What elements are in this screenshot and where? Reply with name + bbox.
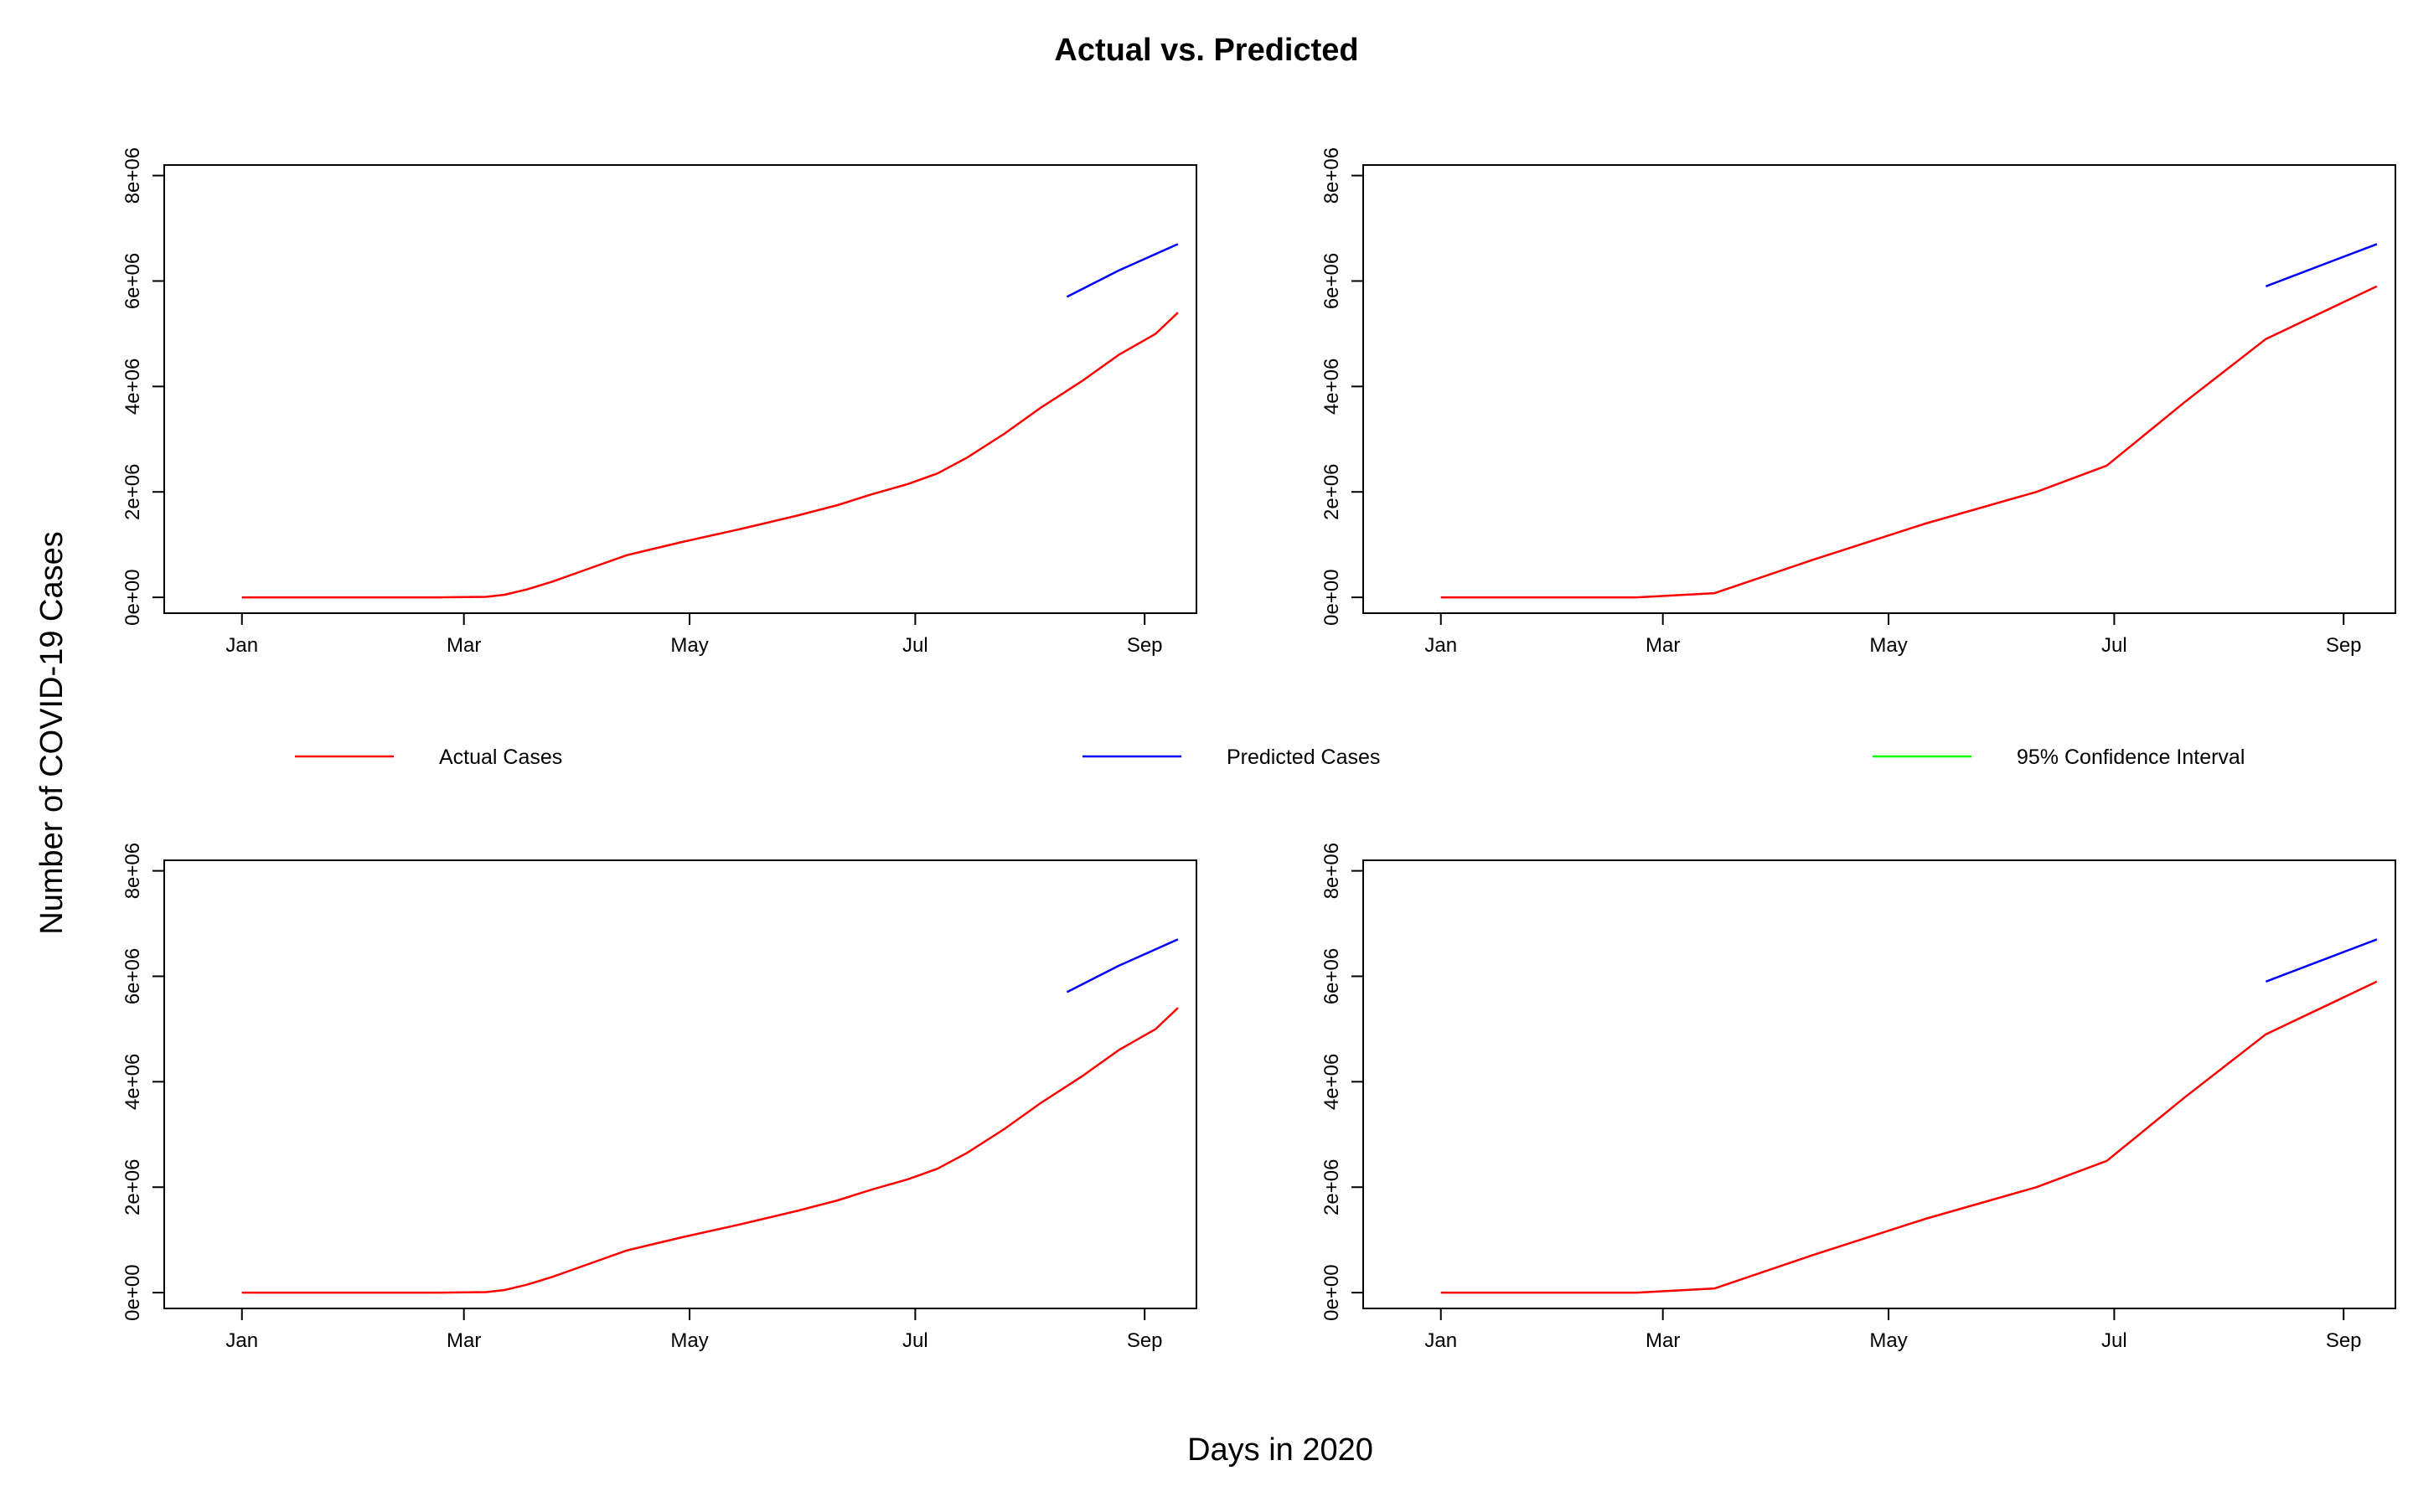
x-tick-label: Sep (1127, 1329, 1163, 1352)
y-tick-label: 6e+06 (1320, 253, 1343, 309)
y-tick-label: 2e+06 (1320, 1159, 1343, 1215)
y-tick-label: 6e+06 (121, 253, 144, 309)
y-tick-label: 4e+06 (121, 1054, 144, 1110)
series-line-predicted (1066, 938, 1179, 993)
y-tick-label: 4e+06 (1320, 1054, 1343, 1110)
legend: Actual Cases Predicted Cases 95% Confidenc… (295, 746, 2245, 769)
series-line-predicted (2265, 938, 2378, 983)
chart-panels: Jan Mar May Jul Sep 0e+00 2e+06 4e+06 6e+06 8e+06… (121, 147, 2396, 1352)
plot-frame (163, 859, 1197, 1309)
series-line-actual (241, 1007, 1179, 1294)
y-tick-label: 8e+06 (1320, 843, 1343, 899)
y-tick-label: 0e+00 (121, 569, 144, 625)
x-tick-label: Jan (1424, 1329, 1457, 1352)
plot-frame (1362, 164, 2396, 614)
legend-item: 95% Confidence Interval (1873, 746, 2245, 769)
legend-label: Actual Cases (439, 746, 562, 769)
legend-label: 95% Confidence Interval (2017, 746, 2245, 769)
y-tick-label: 6e+06 (121, 948, 144, 1004)
x-tick-label: May (670, 634, 708, 657)
x-axis-label: Days in 2020 (1187, 1432, 1373, 1468)
x-tick-label: Sep (2326, 634, 2362, 657)
y-tick-label: 0e+00 (121, 1264, 144, 1320)
x-tick-label: May (670, 1329, 708, 1352)
y-axis-label: Number of COVID-19 Cases (34, 531, 70, 935)
chart-panel-4: Jan Mar May Jul Sep 0e+00 2e+06 4e+06 6e+06 8e+06 (1320, 843, 2396, 1352)
y-tick-label: 6e+06 (1320, 948, 1343, 1004)
x-tick-label: Jan (225, 634, 258, 657)
y-tick-label: 8e+06 (121, 843, 144, 899)
x-tick-label: Jan (225, 1329, 258, 1352)
y-tick-label: 0e+00 (1320, 569, 1343, 625)
series-line-actual (241, 312, 1179, 599)
series-line-predicted (2265, 243, 2378, 287)
series-line-predicted (1066, 243, 1179, 298)
chart-panel-2: Jan Mar May Jul Sep 0e+00 2e+06 4e+06 6e+06 8e+06 (1320, 147, 2396, 657)
plot-frame (163, 164, 1197, 614)
plot-frame (1362, 859, 2396, 1309)
x-tick-label: Sep (2326, 1329, 2362, 1352)
legend-label: Predicted Cases (1227, 746, 1380, 769)
x-tick-label: May (1869, 1329, 1907, 1352)
legend-item: Predicted Cases (1082, 746, 1380, 769)
chart-panel-1: Jan Mar May Jul Sep 0e+00 2e+06 4e+06 6e+06 8e+06 (121, 147, 1197, 657)
x-tick-label: Jul (902, 634, 928, 657)
y-tick-label: 4e+06 (1320, 359, 1343, 415)
figure-title: Actual vs. Predicted (1054, 33, 1358, 68)
x-tick-label: Mar (447, 1329, 481, 1352)
x-tick-label: Mar (447, 634, 481, 657)
y-tick-label: 2e+06 (121, 1159, 144, 1215)
x-tick-label: Jul (2101, 1329, 2127, 1352)
legend-item: Actual Cases (295, 746, 562, 769)
x-tick-label: Jan (1424, 634, 1457, 657)
x-tick-label: Sep (1127, 634, 1163, 657)
series-line-actual (1440, 980, 2378, 1294)
x-tick-label: Jul (902, 1329, 928, 1352)
y-tick-label: 8e+06 (1320, 147, 1343, 204)
x-tick-label: Mar (1646, 1329, 1680, 1352)
x-tick-label: Mar (1646, 634, 1680, 657)
x-tick-label: Jul (2101, 634, 2127, 657)
y-tick-label: 4e+06 (121, 359, 144, 415)
y-tick-label: 0e+00 (1320, 1264, 1343, 1320)
y-tick-label: 2e+06 (121, 464, 144, 520)
y-tick-label: 2e+06 (1320, 464, 1343, 520)
y-tick-label: 8e+06 (121, 147, 144, 204)
series-line-actual (1440, 285, 2378, 599)
x-tick-label: May (1869, 634, 1907, 657)
chart-panel-3: Jan Mar May Jul Sep 0e+00 2e+06 4e+06 6e+06 8e+06 (121, 843, 1197, 1352)
